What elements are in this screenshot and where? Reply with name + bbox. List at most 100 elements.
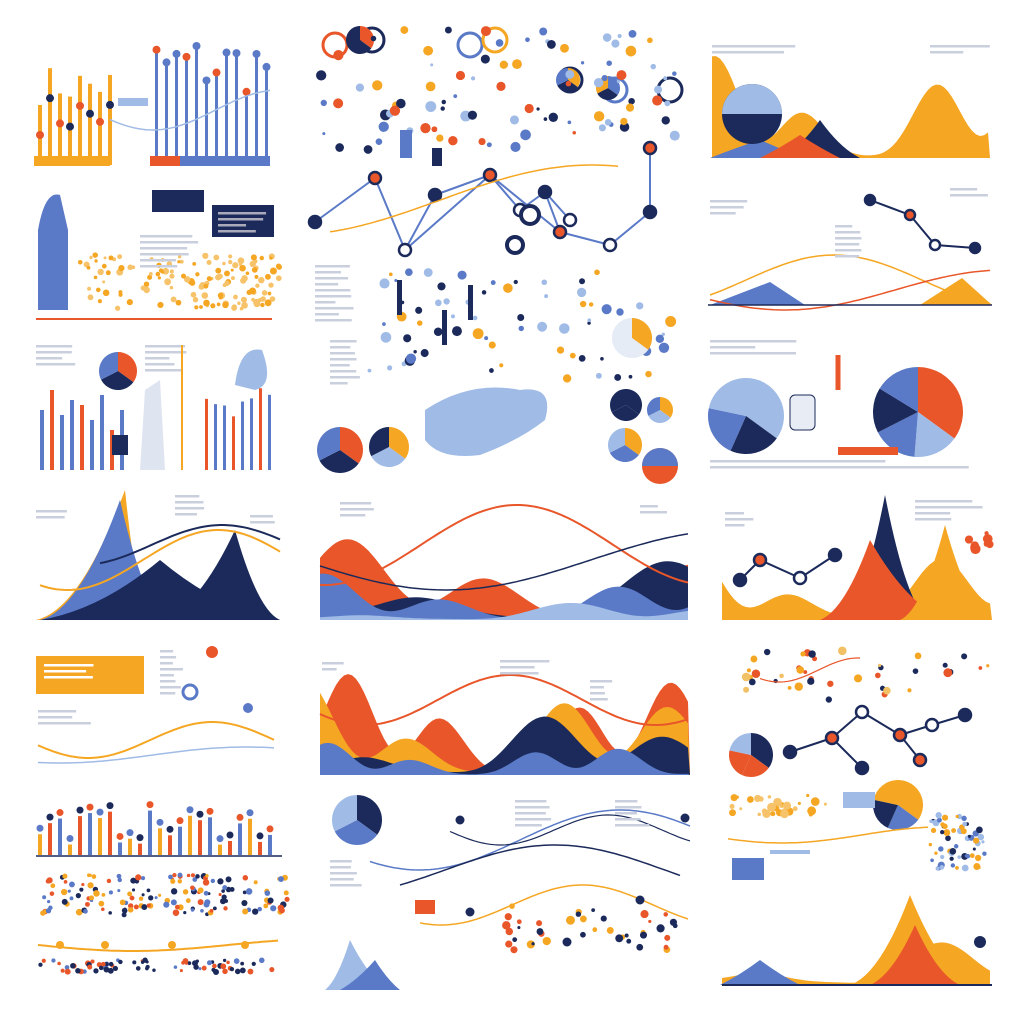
- dot: [87, 286, 92, 291]
- dot: [961, 864, 969, 872]
- pie-slice: [898, 780, 923, 820]
- bar: [68, 844, 72, 855]
- bar: [128, 838, 132, 855]
- dot: [396, 98, 406, 109]
- mountain: [820, 540, 950, 620]
- dot: [961, 653, 968, 660]
- bar-dot: [182, 52, 191, 61]
- dot: [934, 851, 938, 855]
- dot: [964, 535, 974, 544]
- dot: [267, 291, 272, 296]
- text-placeholder: [250, 515, 273, 518]
- dot: [936, 817, 942, 823]
- dot: [184, 961, 188, 965]
- dot: [170, 899, 177, 906]
- area-shape: [320, 692, 690, 775]
- pie-slice: [389, 427, 409, 459]
- dot: [241, 302, 248, 309]
- dot: [161, 270, 165, 274]
- dot: [496, 81, 506, 91]
- dot: [252, 908, 259, 915]
- dot: [259, 255, 265, 261]
- dot: [405, 268, 413, 277]
- dot: [628, 29, 637, 38]
- dot: [127, 264, 133, 271]
- dot: [444, 26, 452, 34]
- marker: [56, 941, 64, 949]
- dot: [240, 296, 247, 303]
- dot: [565, 80, 572, 87]
- dot: [949, 847, 957, 855]
- dot: [242, 908, 249, 915]
- dot: [179, 259, 184, 264]
- network-node: [928, 238, 942, 252]
- dot: [212, 963, 217, 969]
- dot: [939, 865, 945, 870]
- dot: [825, 696, 832, 703]
- dot: [260, 302, 265, 308]
- dot: [210, 878, 216, 884]
- blob: [235, 349, 268, 390]
- bar-dot: [212, 68, 221, 77]
- dot: [394, 278, 398, 282]
- dot: [87, 964, 93, 970]
- curve-line: [37, 746, 275, 764]
- text-placeholder: [710, 346, 756, 349]
- text-placeholder: [725, 518, 754, 521]
- text-placeholder: [340, 508, 374, 511]
- dot: [130, 877, 137, 884]
- dot: [170, 888, 178, 895]
- dot: [86, 265, 91, 270]
- pie-slice: [914, 412, 955, 457]
- text-placeholder: [160, 686, 181, 689]
- dot: [594, 269, 600, 276]
- dot: [108, 890, 113, 895]
- dot: [951, 828, 957, 833]
- dot: [973, 837, 980, 844]
- dot: [88, 873, 92, 877]
- dot: [127, 891, 133, 897]
- text-placeholder: [160, 674, 174, 677]
- dot: [531, 942, 535, 946]
- dot: [70, 962, 76, 969]
- bar: [165, 62, 168, 165]
- dot: [87, 294, 94, 301]
- bar-dot: [96, 808, 104, 816]
- dot: [185, 898, 191, 904]
- text-placeholder: [315, 307, 354, 310]
- text-placeholder: [140, 265, 178, 268]
- dot: [142, 957, 148, 963]
- dot: [131, 888, 136, 892]
- dot: [435, 299, 442, 307]
- label-box: [843, 792, 875, 808]
- dot: [575, 911, 582, 917]
- bar-dot: [106, 100, 114, 109]
- dot: [480, 54, 490, 64]
- dot: [206, 960, 212, 966]
- dot: [928, 842, 933, 847]
- text-placeholder: [590, 686, 604, 689]
- brush-shape: [38, 194, 68, 310]
- dot: [616, 308, 624, 316]
- pie-slice: [317, 427, 340, 461]
- network-edge: [434, 174, 491, 196]
- bar-dot: [246, 809, 254, 817]
- pie-slice: [340, 426, 364, 464]
- dot: [663, 76, 668, 81]
- dot: [192, 261, 197, 266]
- text-placeholder: [175, 495, 200, 498]
- curve-line: [319, 533, 689, 591]
- text-placeholder: [710, 340, 797, 343]
- dot: [269, 296, 276, 302]
- pie-slice: [873, 388, 918, 433]
- text-placeholder: [330, 340, 357, 343]
- dot: [420, 123, 431, 134]
- dot: [183, 911, 187, 915]
- bar: [100, 395, 104, 470]
- bar-dot: [256, 832, 264, 840]
- bar: [40, 410, 44, 470]
- text-placeholder: [710, 206, 744, 209]
- text-placeholder: [710, 212, 736, 215]
- dot: [79, 887, 84, 892]
